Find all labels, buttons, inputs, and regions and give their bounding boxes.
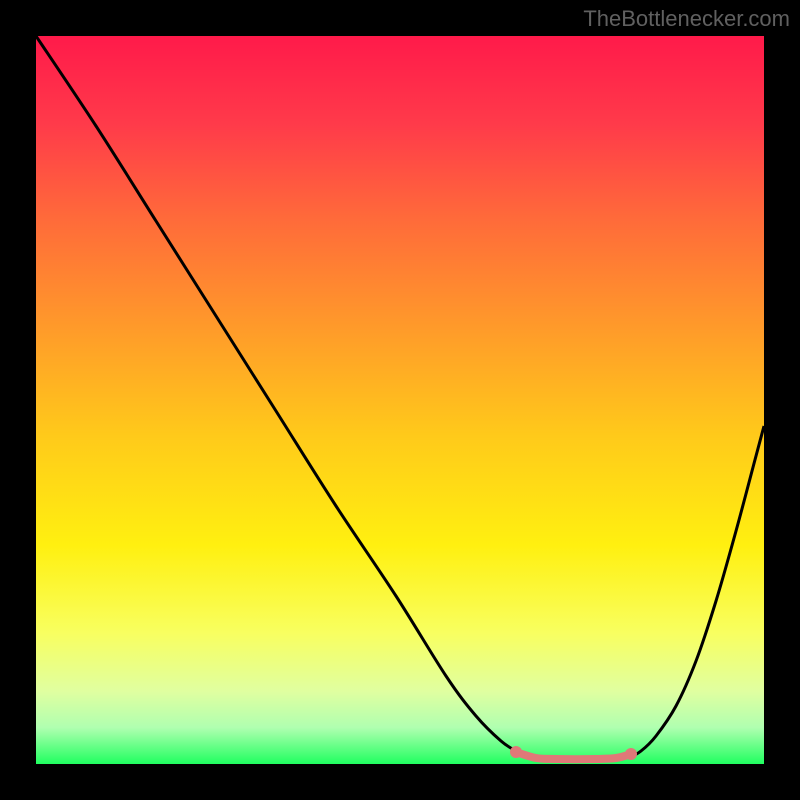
main-curve	[36, 36, 764, 759]
curve-layer	[36, 36, 764, 764]
watermark-text: TheBottlenecker.com	[583, 6, 790, 32]
highlight-segment	[516, 752, 631, 759]
plot-area	[36, 36, 764, 764]
